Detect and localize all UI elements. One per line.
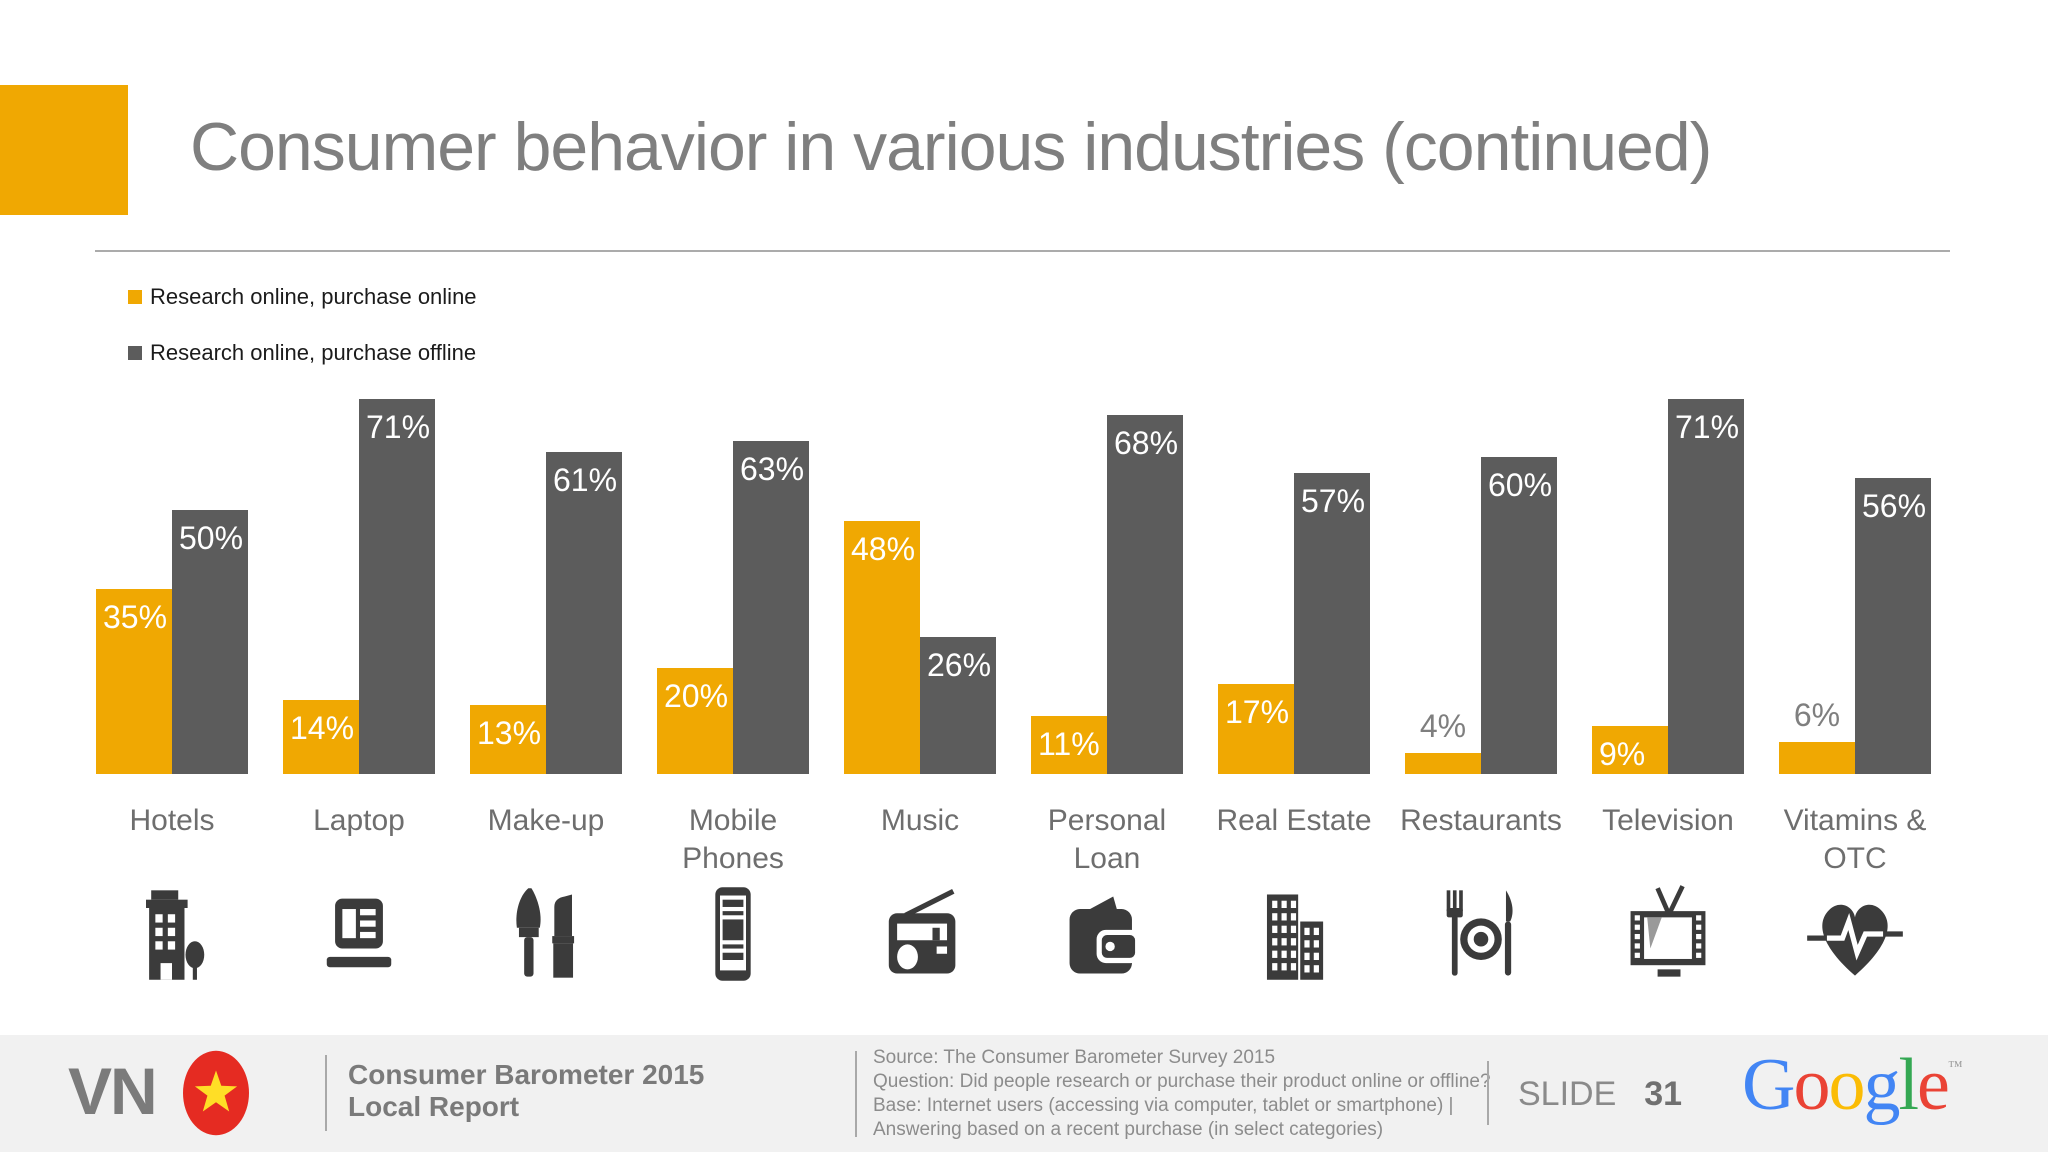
bar-offline-purchase: 71%	[1668, 399, 1744, 774]
makeup-icon	[494, 882, 598, 986]
bar-offline-purchase: 63%	[733, 441, 809, 774]
legend-item: Research online, purchase offline	[128, 340, 477, 366]
bar-online-purchase: 20%	[657, 668, 733, 774]
vn-logo-text: VN	[68, 1054, 158, 1128]
footer: VN Consumer Barometer 2015 Local Report …	[0, 1035, 2048, 1152]
bar-online-purchase	[1405, 753, 1481, 774]
source-note: Source: The Consumer Barometer Survey 20…	[873, 1046, 1491, 1142]
value-label: 17%	[1225, 694, 1290, 730]
value-label: 14%	[290, 710, 355, 746]
mobile-phone-icon	[681, 882, 785, 986]
source-line: Source: The Consumer Barometer Survey 20…	[873, 1047, 1276, 1068]
category-label: Vitamins & OTC	[1783, 804, 1927, 875]
source-line: Answering based on a recent purchase (in…	[873, 1119, 1384, 1140]
bar-online-purchase: 11%	[1031, 716, 1107, 774]
google-logo-letter: g	[1863, 1044, 1900, 1126]
category-label: Music	[880, 804, 960, 837]
footer-divider	[855, 1051, 857, 1137]
bar-online-purchase: 13%	[470, 705, 546, 774]
value-label: 71%	[1675, 409, 1740, 445]
bar-offline-purchase: 26%	[920, 637, 996, 774]
bar-offline-purchase: 56%	[1855, 478, 1931, 774]
value-label: 4%	[1419, 708, 1467, 744]
value-label: 13%	[477, 715, 542, 751]
value-label: 57%	[1301, 483, 1366, 519]
value-label: 60%	[1488, 467, 1553, 503]
restaurant-cutlery-icon	[1429, 882, 1533, 986]
report-title-line2: Local Report	[348, 1091, 520, 1122]
source-line: Question: Did people research or purchas…	[873, 1071, 1491, 1092]
bar-online-purchase: 35%	[96, 589, 172, 774]
bar-offline-purchase: 61%	[546, 452, 622, 774]
bar-online-purchase	[1779, 742, 1855, 774]
value-label: 20%	[664, 678, 729, 714]
report-title-line1: Consumer Barometer 2015	[348, 1059, 705, 1090]
google-logo-letter: o	[1793, 1044, 1830, 1126]
value-label: 11%	[1038, 726, 1100, 762]
legend-label: Research online, purchase online	[150, 284, 477, 309]
vietnam-flag-icon	[183, 1049, 249, 1137]
value-label: 71%	[366, 409, 431, 445]
accent-square	[0, 85, 128, 215]
hotel-building-icon	[120, 882, 224, 986]
laptop-icon	[307, 882, 411, 986]
value-label: 26%	[927, 647, 992, 683]
bar-online-purchase: 17%	[1218, 684, 1294, 774]
legend-item: Research online, purchase online	[128, 284, 477, 310]
heart-pulse-icon	[1803, 882, 1907, 986]
slide-label: SLIDE	[1518, 1075, 1617, 1113]
bar-online-purchase: 48%	[844, 521, 920, 774]
value-label: 68%	[1114, 425, 1179, 461]
legend-swatch-icon	[128, 290, 142, 304]
bar-online-purchase: 9%	[1592, 726, 1668, 774]
category-label: Mobile Phones	[682, 804, 784, 875]
bar-offline-purchase: 50%	[172, 510, 248, 774]
slide-title: Consumer behavior in various industries …	[190, 109, 1712, 185]
category-label: Restaurants	[1400, 804, 1562, 837]
category-label: Hotels	[129, 804, 215, 837]
value-label: 9%	[1599, 736, 1646, 772]
footer-divider	[325, 1055, 327, 1131]
slide-number-value: 31	[1644, 1075, 1683, 1113]
legend-label: Research online, purchase offline	[150, 340, 477, 365]
category-label: Make-up	[487, 804, 605, 837]
real-estate-buildings-icon	[1242, 882, 1346, 986]
report-title: Consumer Barometer 2015 Local Report	[348, 1059, 704, 1123]
wallet-icon	[1055, 882, 1159, 986]
category-label: Real Estate	[1216, 804, 1372, 837]
bar-online-purchase: 14%	[283, 700, 359, 774]
bar-offline-purchase: 71%	[359, 399, 435, 774]
value-label: 61%	[553, 462, 618, 498]
chart-legend: Research online, purchase online Research…	[128, 284, 477, 396]
footer-divider	[1487, 1061, 1489, 1125]
category-label: Laptop	[313, 804, 405, 837]
value-label: 48%	[851, 531, 916, 567]
google-logo-letter: G	[1742, 1044, 1795, 1126]
google-logo: Google™	[1742, 1043, 1963, 1128]
slide-number: SLIDE 31	[1518, 1075, 1682, 1114]
value-label: 63%	[740, 451, 805, 487]
value-label: 35%	[103, 599, 168, 635]
bar-offline-purchase: 60%	[1481, 457, 1557, 774]
radio-icon	[868, 882, 972, 986]
title-divider	[95, 250, 1950, 252]
television-icon	[1616, 882, 1720, 986]
value-label: 6%	[1793, 697, 1841, 733]
trademark-symbol: ™	[1947, 1059, 1963, 1075]
value-label: 56%	[1862, 488, 1927, 524]
category-label: Personal Loan	[1047, 804, 1167, 875]
value-label: 50%	[179, 520, 244, 556]
bar-offline-purchase: 68%	[1107, 415, 1183, 774]
google-logo-letter: e	[1917, 1044, 1950, 1126]
bar-offline-purchase: 57%	[1294, 473, 1370, 774]
bar-chart: 35% 50% Hotels 14% 71% Laptop 13% 61% Make-up 20%…	[96, 399, 1931, 986]
google-logo-letter: o	[1828, 1044, 1865, 1126]
category-label: Television	[1602, 804, 1734, 837]
google-logo-letter: l	[1898, 1044, 1919, 1126]
legend-swatch-icon	[128, 346, 142, 360]
source-line: Base: Internet users (accessing via comp…	[873, 1095, 1454, 1116]
